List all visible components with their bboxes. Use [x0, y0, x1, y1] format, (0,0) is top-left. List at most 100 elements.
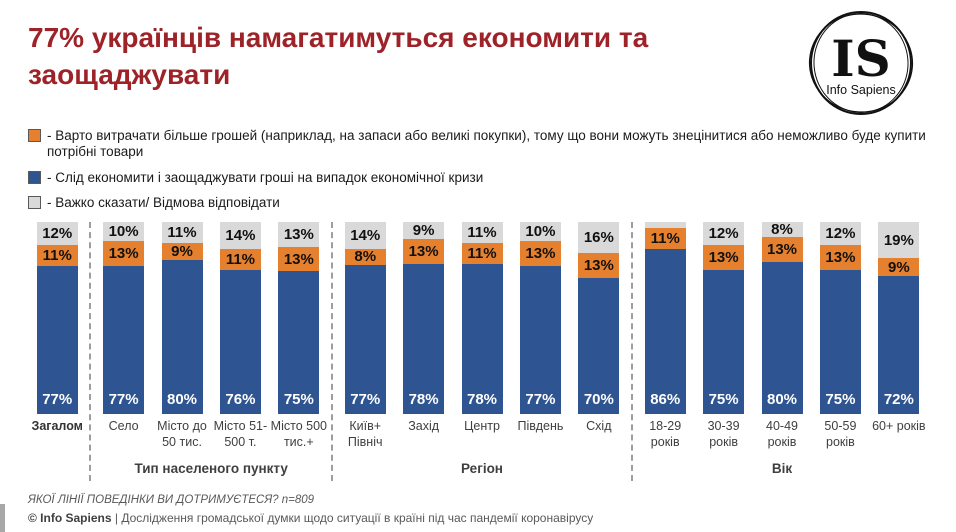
- bar-cell: 19% 9% 72%: [870, 222, 928, 414]
- bar-chart: 12% 11% 77% Загалом 10% 13% 77% 11% 9% 80% 14% 11% 7…: [28, 222, 928, 481]
- group-separator: [89, 222, 92, 481]
- legend-swatch-icon: [28, 170, 41, 184]
- logo-monogram: IS: [831, 29, 891, 88]
- stacked-bar: 12% 13% 75%: [703, 222, 745, 414]
- bar-cell: 12% 13% 75%: [811, 222, 869, 414]
- copyright-brand: © Info Sapiens: [28, 511, 112, 525]
- legend-label: - Слід економити і заощаджувати гроші на…: [47, 169, 484, 185]
- bar-cell: 8% 13% 80%: [753, 222, 811, 414]
- category-label: Місто 500 тис.+: [270, 419, 327, 449]
- value-label: 9%: [412, 222, 435, 240]
- value-label: 72%: [883, 390, 914, 408]
- category-label: Місто до 50 тис.: [157, 419, 207, 449]
- stacked-bar: 11% 86%: [644, 222, 686, 414]
- save-segment: 76%: [219, 269, 261, 414]
- value-label: 11%: [650, 229, 680, 247]
- category-label: Місто 51-500 т.: [213, 419, 268, 449]
- value-label: 75%: [283, 390, 314, 408]
- save-segment: 75%: [703, 269, 745, 414]
- group-axis-label: Регіон: [461, 461, 503, 476]
- stacked-bar: 11% 9% 80%: [161, 222, 203, 414]
- chart-group: 11% 86% 12% 13% 75% 8% 13% 80% 12% 13% 75% 19% 9% 72%…: [636, 222, 928, 481]
- stacked-bar: 11% 11% 78%: [461, 222, 503, 414]
- category-label: Центр: [464, 419, 500, 433]
- value-label: 13%: [525, 245, 556, 263]
- copyright-text: | Дослідження громадської думки щодо сит…: [111, 511, 594, 525]
- stacked-bar: 14% 11% 76%: [219, 222, 261, 414]
- value-label: 13%: [283, 250, 314, 268]
- dk-segment: 12%: [819, 222, 861, 246]
- bar-cell: 12% 13% 75%: [694, 222, 752, 414]
- value-label: 13%: [767, 241, 798, 259]
- stacked-bar: 12% 13% 75%: [819, 222, 861, 414]
- value-label: 19%: [883, 231, 914, 249]
- value-label: 9%: [887, 258, 910, 276]
- value-label: 13%: [825, 249, 856, 266]
- spend-segment: 11%: [644, 227, 686, 249]
- value-label: 11%: [467, 224, 497, 242]
- bar-cell: 11% 9% 80%: [153, 222, 211, 414]
- category-label: 18-29 років: [649, 419, 682, 449]
- value-label: 77%: [42, 390, 73, 408]
- spend-segment: 13%: [761, 237, 803, 262]
- category-label: Село: [108, 419, 139, 433]
- category-label: Південь: [517, 419, 564, 433]
- bar-cell: 9% 13% 78%: [394, 222, 452, 414]
- stacked-bar: 10% 13% 77%: [103, 222, 145, 414]
- left-edge-strip: [0, 504, 5, 532]
- value-label: 16%: [583, 229, 614, 246]
- footer: ЯКОЇ ЛІНІЇ ПОВЕДІНКИ ВИ ДОТРИМУЄТЕСЯ? n=…: [28, 494, 928, 525]
- bar-cell: 14% 11% 76%: [211, 222, 269, 414]
- category-label: Київ+ Північ: [347, 419, 383, 449]
- value-label: 75%: [708, 390, 739, 408]
- value-label: 75%: [825, 390, 856, 408]
- dk-segment: 10%: [103, 222, 145, 242]
- save-segment: 77%: [103, 266, 145, 414]
- chart-group: 14% 8% 77% 9% 13% 78% 11% 11% 78% 10% 13% 77% 16% 13%…: [336, 222, 628, 481]
- value-label: 14%: [350, 227, 381, 245]
- dk-segment: 19%: [878, 222, 920, 259]
- value-label: 8%: [771, 221, 793, 239]
- copyright-line: © Info Sapiens | Дослідження громадської…: [28, 511, 928, 525]
- value-label: 78%: [467, 390, 498, 408]
- stacked-bar: 13% 13% 75%: [278, 222, 320, 414]
- legend-label: - Варто витрачати більше грошей (наприкл…: [47, 128, 926, 160]
- dk-segment: 14%: [219, 222, 261, 249]
- dk-segment: 9%: [403, 222, 445, 240]
- value-label: 13%: [408, 243, 439, 261]
- group-axis-label: Тип населеного пункту: [134, 461, 288, 476]
- group-axis-label: Вік: [771, 461, 793, 476]
- save-segment: 78%: [461, 264, 503, 414]
- value-label: 10%: [525, 223, 556, 241]
- legend-item-1: - Слід економити і заощаджувати гроші на…: [28, 170, 928, 186]
- category-label: 60+ років: [872, 419, 926, 433]
- value-label: 80%: [167, 390, 198, 408]
- spend-segment: 9%: [161, 243, 203, 261]
- spend-segment: 11%: [461, 243, 503, 265]
- save-segment: 75%: [278, 271, 320, 414]
- value-label: 14%: [225, 226, 256, 244]
- category-label: 30-39 років: [707, 419, 740, 449]
- spend-segment: 13%: [278, 246, 320, 272]
- bar-cell: 10% 13% 77%: [511, 222, 569, 414]
- save-segment: 70%: [578, 278, 620, 414]
- group-axis-label: [28, 461, 86, 481]
- value-label: 86%: [650, 390, 681, 408]
- dk-segment: 12%: [36, 222, 78, 246]
- legend-item-0: - Варто витрачати більше грошей (наприкл…: [28, 128, 928, 161]
- dk-segment: 8%: [761, 221, 803, 239]
- legend-swatch-icon: [28, 196, 41, 210]
- bar-cell: 10% 13% 77%: [94, 222, 152, 414]
- legend-item-2: - Важко сказати/ Відмова відповідати: [28, 195, 928, 211]
- group-separator: [631, 222, 633, 481]
- header: 77% українців намагатимуться економити т…: [28, 20, 788, 94]
- spend-segment: 13%: [403, 239, 445, 265]
- legend-label: - Важко сказати/ Відмова відповідати: [47, 195, 280, 211]
- save-segment: 72%: [878, 275, 920, 414]
- bar-cell: 14% 8% 77%: [336, 222, 394, 414]
- value-label: 13%: [283, 225, 314, 243]
- save-segment: 80%: [161, 260, 203, 414]
- save-segment: 78%: [403, 264, 445, 414]
- chart-legend: - Варто витрачати більше грошей (наприкл…: [28, 128, 928, 221]
- value-label: 13%: [583, 257, 614, 275]
